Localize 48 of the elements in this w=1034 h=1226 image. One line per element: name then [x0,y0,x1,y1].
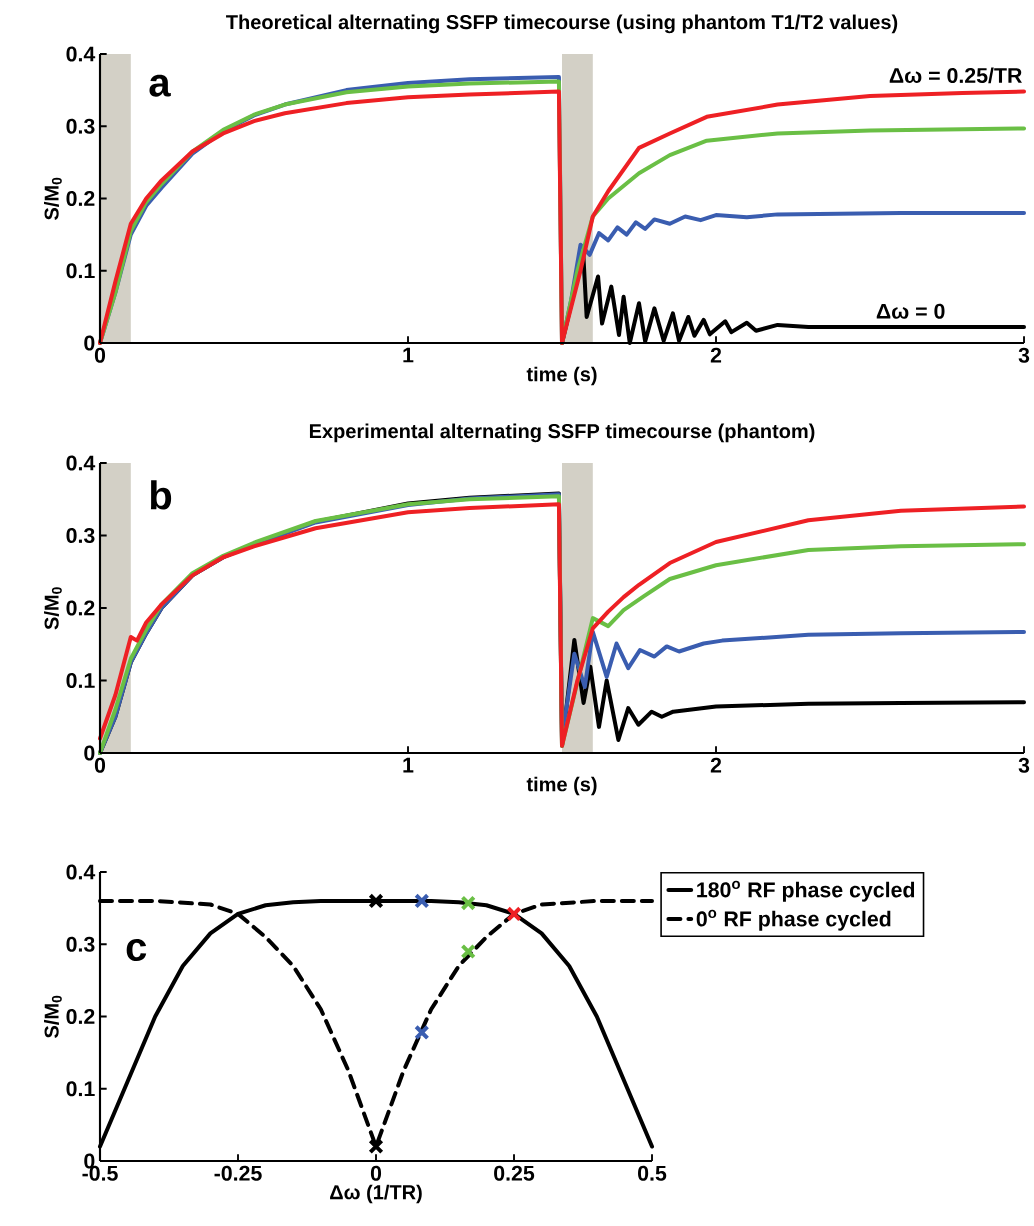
x-tick-label: 2 [710,757,722,773]
y-tick-label: 0.4 [66,864,96,880]
point [414,893,430,909]
y-tick-label: 0.4 [66,46,96,62]
point [414,1024,430,1041]
x-tick-label: 3 [1018,757,1030,773]
legend-label: 0$^{o}$ RF phase cycled [696,909,891,931]
y-tick-label: 0.3 [66,118,95,134]
x-axis-title: time (s) [526,366,597,386]
point [460,895,476,911]
x-tick-label: 0 [370,1165,382,1181]
x-tick-label: 0.5 [638,1165,667,1181]
x-tick-label: 2 [710,347,722,363]
x-tick-label: 0 [94,347,106,363]
x-tick-label: 1 [403,347,414,363]
x-tick-label: -0.25 [214,1165,262,1181]
point [368,893,384,909]
annotation: Δω = 0.25/TR [889,67,1022,84]
x-axis-title: Δω (1/TR) [330,1184,422,1204]
legend-label: 180$^{o}$ RF phase cycled [697,880,915,902]
chart-title: Theoretical alternating SSFP timecourse (using phantom T1/T2 values) [226,14,898,34]
chart-title: Experimental alternating SSFP timecourse (phantom) [309,423,815,443]
y-tick-label: 0.1 [66,672,95,689]
y-axis-title: S/M$_{0}$ [44,177,62,220]
y-tick-label: 0.3 [66,527,95,544]
annotation: c [126,939,147,961]
x-tick-label: 0.25 [494,1165,535,1181]
annotation: b [150,480,172,510]
y-tick-label: 0.3 [66,936,95,952]
y-tick-label: 0.1 [66,263,95,279]
y-tick-label: 0.2 [66,190,95,207]
x-tick-label: 0 [94,757,106,773]
y-tick-label: 0.2 [66,600,95,616]
x-tick-label: 1 [403,757,414,773]
annotation: Δω = 0 [876,303,945,319]
y-tick-label: 0.4 [66,455,96,471]
point [460,943,476,960]
y-tick-label: 0 [84,335,95,351]
y-axis-title: S/M$_{0}$ [44,587,62,630]
point [506,906,522,922]
y-tick-label: 0.1 [66,1081,95,1097]
y-tick-label: 0.2 [66,1008,95,1025]
y-tick-label: 0 [84,745,95,761]
point [368,1138,384,1155]
y-axis-title: S/M$_{0}$ [44,995,62,1038]
x-axis-title: time (s) [526,776,597,796]
annotation: a [149,74,171,97]
x-tick-label: 3 [1018,347,1030,363]
